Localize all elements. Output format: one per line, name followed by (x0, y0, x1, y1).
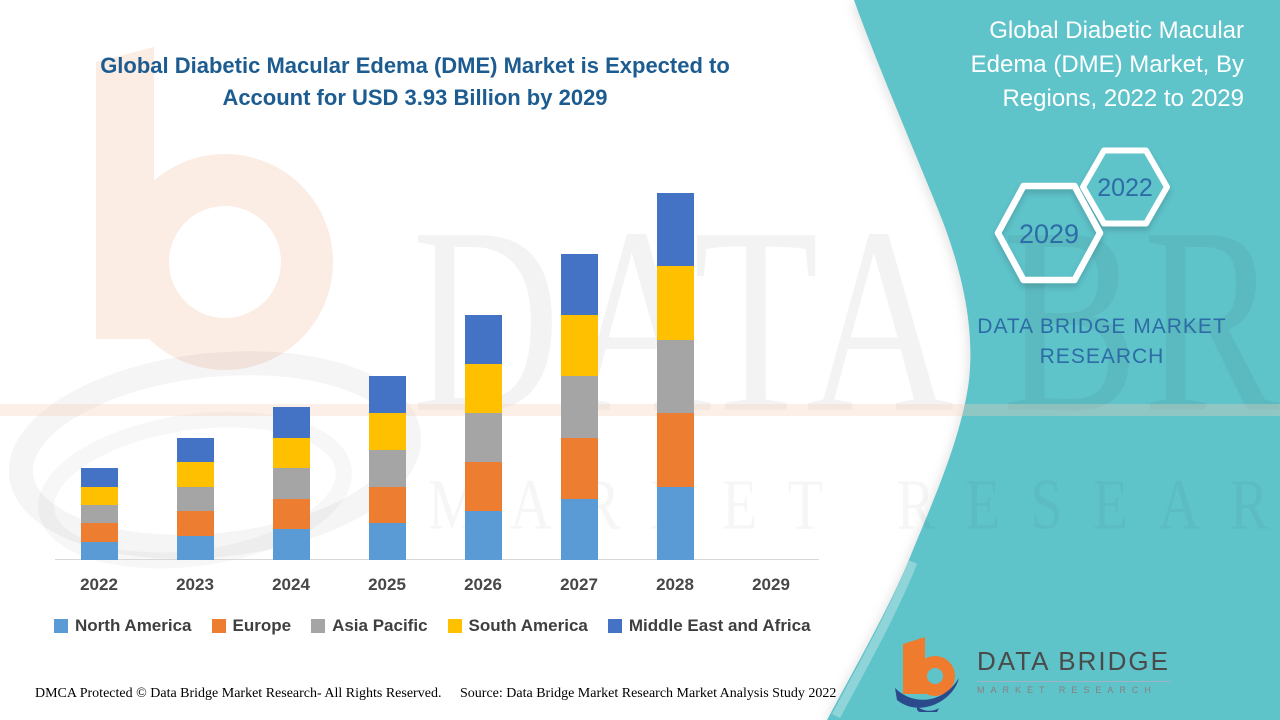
bar-segment-asia-pacific (80, 504, 118, 524)
bar-segment-south-america (656, 266, 694, 340)
bar-segment-south-america (272, 437, 310, 469)
x-label-2025: 2025 (368, 575, 406, 594)
legend-item-europe: Europe (211, 616, 292, 636)
bar-segment-north-america (464, 511, 502, 560)
bar-segment-north-america (656, 486, 694, 560)
panel-heading: Global Diabetic Macular Edema (DME) Mark… (970, 17, 1244, 112)
bar-segment-north-america (80, 541, 118, 560)
bar-segment-europe (560, 437, 598, 499)
bar-segment-asia-pacific (272, 468, 310, 499)
bar-segment-south-america (80, 486, 118, 505)
legend-label: Middle East and Africa (628, 616, 811, 635)
x-label-2022: 2022 (80, 575, 118, 594)
logo-brand-text: DATA BRIDGE (977, 646, 1170, 676)
legend-label: Asia Pacific (332, 616, 428, 635)
legend-swatch-icon (54, 619, 68, 633)
bar-segment-middle-east-and-africa (656, 192, 694, 267)
bar-segment-europe (80, 523, 118, 542)
teal-edge-highlight (832, 560, 918, 719)
legend-item-asia-pacific: Asia Pacific (311, 616, 428, 636)
x-label-2029: 2029 (752, 575, 790, 594)
footer-dmca-text: DMCA Protected © Data Bridge Market Rese… (35, 686, 442, 701)
bar-segment-europe (464, 462, 502, 512)
bar-2026 (464, 315, 502, 560)
legend-swatch-icon (447, 619, 462, 633)
bar-segment-middle-east-and-africa (176, 437, 214, 463)
bar-segment-europe (656, 413, 694, 487)
bar-2022 (80, 468, 118, 560)
bar-segment-middle-east-and-africa (368, 376, 406, 414)
logo-b-icon (895, 637, 959, 712)
bar-2025 (368, 376, 406, 560)
x-label-2026: 2026 (464, 575, 502, 594)
bar-segment-asia-pacific (176, 486, 214, 512)
bar-segment-south-america (368, 413, 406, 450)
bar-2027 (560, 254, 598, 560)
legend-item-middle-east-and-africa: Middle East and Africa (607, 616, 811, 636)
bar-segment-middle-east-and-africa (80, 468, 118, 487)
bar-segment-asia-pacific (656, 339, 694, 414)
logo-divider (977, 681, 1170, 682)
x-label-2027: 2027 (560, 575, 598, 594)
legend-item-south-america: South America (447, 616, 588, 636)
legend-swatch-icon (607, 619, 622, 633)
logo-sub-text: MARKET RESEARCH (977, 685, 1157, 695)
x-axis-line (55, 559, 819, 560)
dbmr-logo: DATA BRIDGE MARKET RESEARCH (893, 632, 1170, 712)
legend-item-north-america: North America (54, 616, 192, 636)
bar-segment-asia-pacific (368, 449, 406, 487)
footer-source-text: Source: Data Bridge Market Research Mark… (460, 686, 837, 701)
bar-segment-north-america (368, 523, 406, 560)
main-title: Global Diabetic Macular Edema (DME) Mark… (100, 53, 730, 110)
bar-segment-middle-east-and-africa (560, 254, 598, 316)
bar-2028 (656, 192, 694, 560)
bar-segment-middle-east-and-africa (464, 315, 502, 365)
bar-segment-south-america (176, 462, 214, 487)
bar-segment-europe (176, 511, 214, 536)
bar-segment-europe (368, 486, 406, 524)
bar-2023 (176, 437, 214, 560)
x-label-2023: 2023 (176, 575, 214, 594)
bar-segment-asia-pacific (560, 376, 598, 438)
legend: North America Europe Asia Pacific South Ame… (54, 616, 811, 636)
bar-segment-south-america (464, 364, 502, 414)
bar-segment-europe (272, 498, 310, 530)
x-label-2028: 2028 (656, 575, 694, 594)
legend-label: North America (75, 616, 192, 635)
bar-segment-middle-east-and-africa (272, 407, 310, 438)
legend-label: South America (468, 616, 588, 635)
bar-segment-south-america (560, 315, 598, 377)
legend-label: Europe (232, 616, 292, 635)
legend-swatch-icon (211, 619, 226, 633)
logo-text-block: DATA BRIDGE MARKET RESEARCH (977, 632, 1170, 695)
x-label-2024: 2024 (272, 575, 310, 594)
legend-swatch-icon (311, 619, 326, 633)
panel-brand-text: DATA BRIDGE MARKET RESEARCH (977, 315, 1227, 368)
bar-segment-north-america (176, 535, 214, 560)
bar-segment-asia-pacific (464, 413, 502, 463)
bar-segment-north-america (560, 498, 598, 560)
bar-segment-north-america (272, 529, 310, 560)
bar-2024 (272, 407, 310, 560)
